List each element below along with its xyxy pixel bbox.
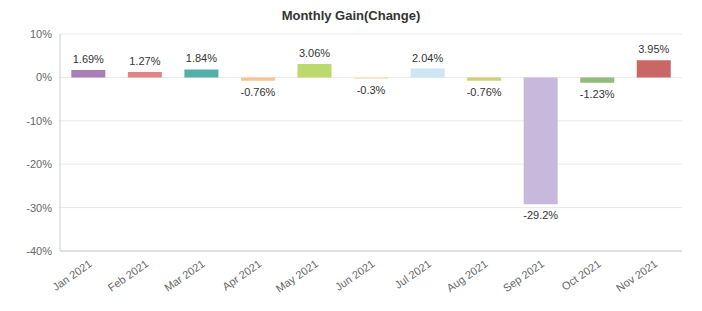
html-text:Monthly Gain(Change): Monthly Gain(Change) xyxy=(281,8,421,23)
svg-text:3.95%: 3.95% xyxy=(638,43,669,55)
svg-text:-10%: -10% xyxy=(26,115,52,127)
svg-text:-40%: -40% xyxy=(26,245,52,257)
svg-text:1.27%: 1.27% xyxy=(129,55,160,67)
svg-text:-0.76%: -0.76% xyxy=(467,86,502,98)
svg-text:Jul 2021: Jul 2021 xyxy=(392,257,433,291)
svg-text:-30%: -30% xyxy=(26,202,52,214)
svg-text:-29.2%: -29.2% xyxy=(523,209,558,221)
svg-text:-0.76%: -0.76% xyxy=(241,86,276,98)
svg-text:Aug 2021: Aug 2021 xyxy=(444,257,489,294)
svg-text:-20%: -20% xyxy=(26,158,52,170)
svg-text:3.06%: 3.06% xyxy=(299,47,330,59)
svg-text:-0.3%: -0.3% xyxy=(357,84,386,96)
svg-text:10%: 10% xyxy=(30,28,52,40)
svg-text:Nov 2021: Nov 2021 xyxy=(614,257,659,294)
svg-text:1.84%: 1.84% xyxy=(186,52,217,64)
svg-text:Mar 2021: Mar 2021 xyxy=(162,257,207,293)
svg-text:Sep 2021: Sep 2021 xyxy=(501,257,546,294)
svg-text:Apr 2021: Apr 2021 xyxy=(220,257,263,292)
svg-text:May 2021: May 2021 xyxy=(274,257,320,295)
svg-text:1.69%: 1.69% xyxy=(73,53,104,65)
svg-text:0%: 0% xyxy=(36,71,52,83)
svg-text:Jan 2021: Jan 2021 xyxy=(50,257,94,293)
svg-text:Feb 2021: Feb 2021 xyxy=(105,257,150,293)
svg-text:Oct 2021: Oct 2021 xyxy=(559,257,602,292)
svg-text:Jun 2021: Jun 2021 xyxy=(333,257,377,293)
svg-text:2.04%: 2.04% xyxy=(412,52,443,64)
svg-text:-1.23%: -1.23% xyxy=(580,88,615,100)
